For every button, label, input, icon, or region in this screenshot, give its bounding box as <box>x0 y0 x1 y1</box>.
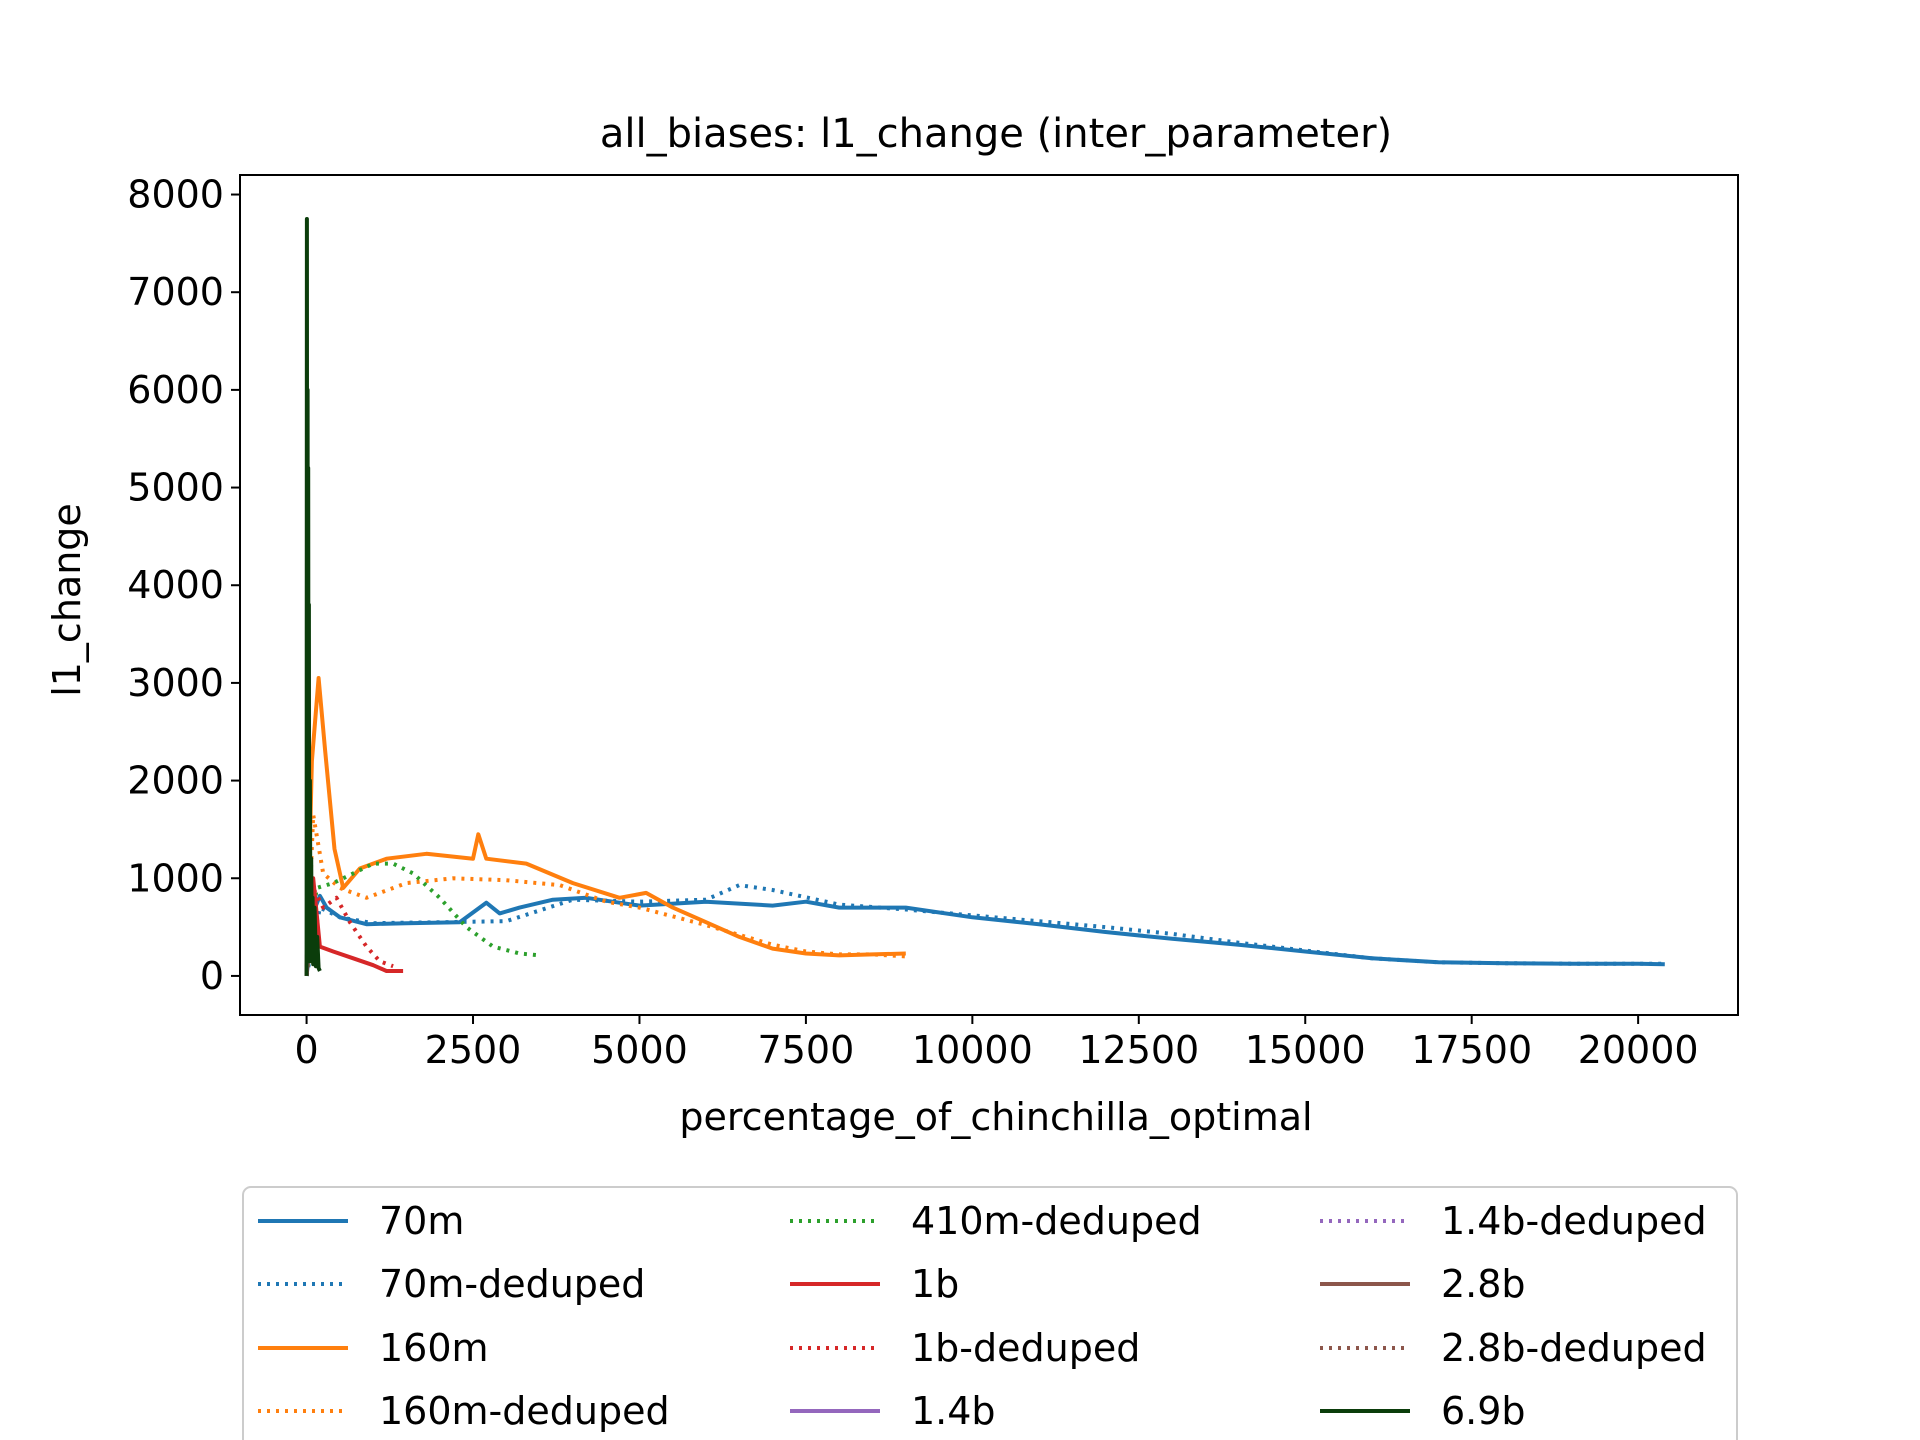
y-tick-label: 6000 <box>127 368 224 412</box>
x-axis-label: percentage_of_chinchilla_optimal <box>679 1095 1312 1139</box>
legend-label-1.4b: 1.4b <box>911 1389 996 1433</box>
series-line-1b-deduped <box>304 886 394 977</box>
series-line-6.9b <box>304 217 322 976</box>
legend-label-160m-deduped: 160m-deduped <box>379 1389 670 1433</box>
y-axis-label: l1_change <box>45 503 89 697</box>
legend-label-2.8b: 2.8b <box>1441 1262 1526 1306</box>
chart-title: all_biases: l1_change (inter_parameter) <box>600 111 1392 157</box>
x-tick-label: 12500 <box>1078 1028 1199 1072</box>
x-tick-label: 15000 <box>1245 1028 1366 1072</box>
x-tick-label: 10000 <box>912 1028 1033 1072</box>
series-line-160m <box>304 676 906 976</box>
y-tick-label: 5000 <box>127 466 224 510</box>
x-tick-label: 20000 <box>1578 1028 1699 1072</box>
y-tick-label: 4000 <box>127 563 224 607</box>
legend-label-160m: 160m <box>379 1326 489 1370</box>
plot-frame <box>239 174 1739 1016</box>
y-tick-label: 3000 <box>127 661 224 705</box>
x-tick-label: 7500 <box>758 1028 855 1072</box>
y-tick-label: 8000 <box>127 173 224 217</box>
x-tick-label: 5000 <box>591 1028 688 1072</box>
y-tick-label: 1000 <box>127 856 224 900</box>
y-tick-label: 7000 <box>127 270 224 314</box>
legend-label-70m: 70m <box>379 1199 464 1243</box>
y-tick-label: 0 <box>200 954 224 998</box>
y-tick-label: 2000 <box>127 759 224 803</box>
legend-label-6.9b: 6.9b <box>1441 1389 1526 1433</box>
series-line-410m-deduped <box>304 861 540 977</box>
legend-label-2.8b-deduped: 2.8b-deduped <box>1441 1326 1707 1370</box>
legend-box <box>242 1186 1738 1440</box>
x-tick-label: 0 <box>294 1028 318 1072</box>
legend-label-1.4b-deduped: 1.4b-deduped <box>1441 1199 1707 1243</box>
legend: 70m 70m-deduped 160m 160m-deduped 410m-dedup… <box>242 1186 1738 1440</box>
x-tick-label: 17500 <box>1411 1028 1532 1072</box>
series-line-70m-deduped <box>304 883 1665 977</box>
legend-label-70m-deduped: 70m-deduped <box>379 1262 645 1306</box>
plot-area: 0 2500 5000 7500 10000 12500 15000 17500 20000 0 1… <box>127 173 1739 1072</box>
legend-label-410m-deduped: 410m-deduped <box>911 1199 1202 1243</box>
x-tick-label: 2500 <box>425 1028 522 1072</box>
legend-label-1b: 1b <box>911 1262 959 1306</box>
series-line-160m-deduped <box>304 812 906 976</box>
legend-label-1b-deduped: 1b-deduped <box>911 1326 1140 1370</box>
